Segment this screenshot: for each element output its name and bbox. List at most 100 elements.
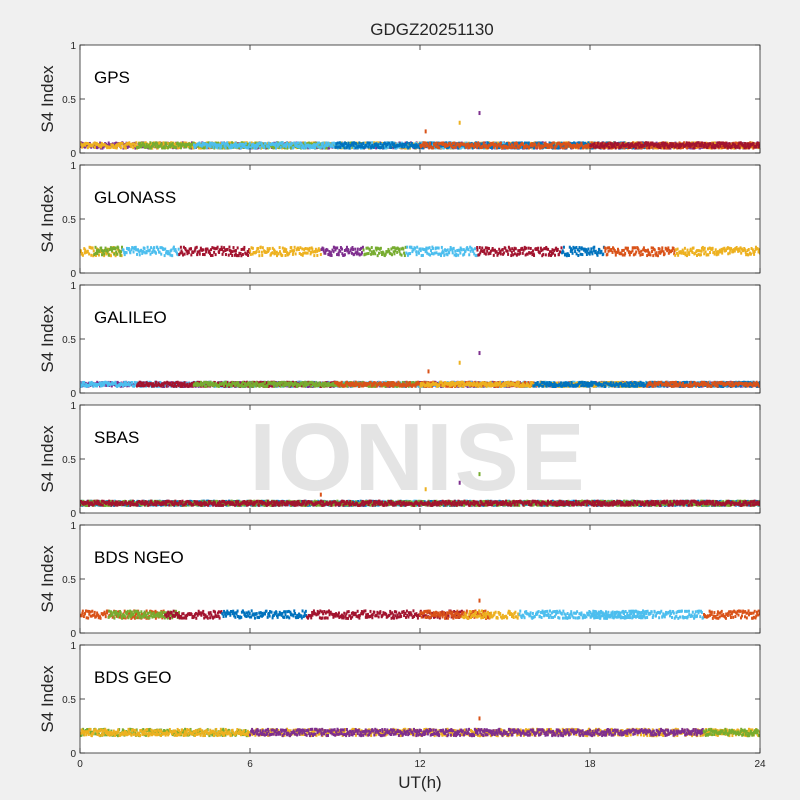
data-point — [348, 146, 351, 150]
data-point — [669, 249, 672, 253]
data-point — [443, 143, 446, 147]
data-point — [522, 248, 525, 252]
data-point — [214, 253, 217, 257]
data-point — [284, 253, 287, 257]
data-point — [382, 146, 385, 150]
data-point — [679, 145, 682, 149]
data-point — [716, 141, 719, 145]
data-point — [561, 251, 564, 255]
data-point — [725, 141, 728, 145]
data-point — [80, 143, 82, 147]
data-point — [407, 252, 410, 256]
data-point — [647, 250, 650, 254]
data-point — [697, 249, 700, 253]
data-point — [208, 249, 211, 253]
data-point — [214, 247, 217, 251]
outlier-point — [458, 120, 461, 125]
data-point — [164, 247, 167, 251]
data-point — [661, 141, 664, 145]
data-point — [428, 145, 431, 149]
data-point — [273, 249, 276, 253]
data-point — [93, 145, 96, 149]
data-point — [610, 249, 613, 253]
data-point — [197, 250, 200, 254]
data-point — [275, 250, 278, 254]
y-tick-label: 1 — [70, 161, 76, 172]
data-point — [160, 142, 163, 146]
data-point — [408, 141, 411, 145]
data-point — [473, 252, 476, 256]
data-point — [110, 249, 113, 253]
data-point — [512, 253, 515, 257]
data-point — [399, 252, 402, 256]
data-point — [231, 250, 234, 254]
data-point — [322, 249, 325, 253]
data-point — [198, 141, 201, 145]
data-point — [537, 246, 540, 250]
data-point — [136, 252, 139, 256]
data-point — [602, 252, 605, 256]
data-point — [431, 246, 434, 250]
data-point — [373, 251, 376, 255]
data-point — [559, 250, 562, 254]
data-point — [344, 143, 347, 147]
data-point — [583, 247, 586, 251]
data-point — [702, 248, 705, 252]
data-point — [543, 247, 546, 251]
data-point — [247, 146, 250, 150]
data-point — [733, 145, 736, 149]
data-point — [696, 254, 699, 257]
data-point — [183, 252, 186, 256]
data-point — [726, 146, 729, 150]
data-point — [248, 250, 251, 254]
data-point — [392, 250, 395, 254]
data-point — [537, 142, 540, 146]
data-point — [179, 245, 182, 249]
data-point — [382, 143, 385, 147]
data-point — [627, 250, 630, 254]
data-point — [208, 144, 211, 148]
data-point — [281, 246, 284, 250]
data-point — [250, 141, 253, 145]
data-point — [398, 247, 401, 251]
data-point — [93, 141, 96, 145]
data-point — [421, 141, 424, 145]
data-point — [340, 145, 343, 149]
data-point — [667, 246, 670, 250]
data-point — [466, 144, 469, 148]
data-point — [643, 144, 646, 148]
data-point — [268, 247, 271, 251]
data-point — [442, 250, 445, 254]
data-point — [626, 142, 629, 146]
data-point — [171, 142, 174, 146]
data-points — [80, 351, 760, 389]
data-point — [108, 143, 111, 147]
data-point — [647, 253, 650, 257]
data-point — [257, 246, 260, 250]
data-point — [541, 254, 544, 258]
data-points — [80, 245, 760, 258]
data-point — [385, 250, 388, 254]
data-point — [345, 248, 348, 252]
data-point — [440, 254, 443, 258]
data-point — [588, 252, 591, 256]
data-point — [557, 253, 560, 257]
data-point — [157, 247, 160, 251]
data-point — [758, 251, 760, 255]
data-point — [151, 250, 154, 254]
data-point — [656, 254, 659, 258]
data-point — [216, 245, 219, 249]
data-point — [274, 143, 276, 147]
data-point — [410, 144, 413, 148]
data-point — [678, 142, 681, 146]
data-point — [676, 247, 679, 251]
data-point — [585, 252, 588, 256]
data-point — [749, 252, 752, 256]
data-point — [104, 246, 107, 250]
data-point — [570, 143, 573, 147]
data-point — [312, 146, 315, 150]
data-point — [581, 253, 584, 257]
